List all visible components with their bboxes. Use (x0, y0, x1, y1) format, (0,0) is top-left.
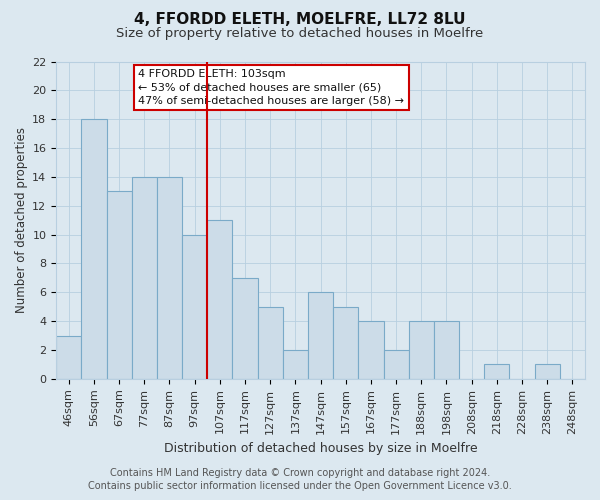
Bar (535, 364, 560, 379)
Bar (207, 220, 232, 379)
Text: 4, FFORDD ELETH, MOELFRE, LL72 8LU: 4, FFORDD ELETH, MOELFRE, LL72 8LU (134, 12, 466, 28)
Y-axis label: Number of detached properties: Number of detached properties (15, 127, 28, 313)
Bar (232, 278, 257, 379)
Bar (358, 321, 383, 379)
Bar (434, 321, 459, 379)
Bar (308, 292, 333, 379)
Bar (484, 364, 509, 379)
Bar (182, 234, 207, 379)
Text: Contains HM Land Registry data © Crown copyright and database right 2024.
Contai: Contains HM Land Registry data © Crown c… (88, 468, 512, 491)
Bar (333, 306, 358, 379)
Bar (56, 336, 82, 379)
Bar (383, 350, 409, 379)
Bar (107, 192, 131, 379)
Bar (131, 177, 157, 379)
Text: 4 FFORDD ELETH: 103sqm
← 53% of detached houses are smaller (65)
47% of semi-det: 4 FFORDD ELETH: 103sqm ← 53% of detached… (138, 70, 404, 106)
Bar (82, 119, 107, 379)
Bar (157, 177, 182, 379)
Text: Size of property relative to detached houses in Moelfre: Size of property relative to detached ho… (116, 28, 484, 40)
Bar (257, 306, 283, 379)
Bar (409, 321, 434, 379)
X-axis label: Distribution of detached houses by size in Moelfre: Distribution of detached houses by size … (164, 442, 478, 455)
Bar (283, 350, 308, 379)
